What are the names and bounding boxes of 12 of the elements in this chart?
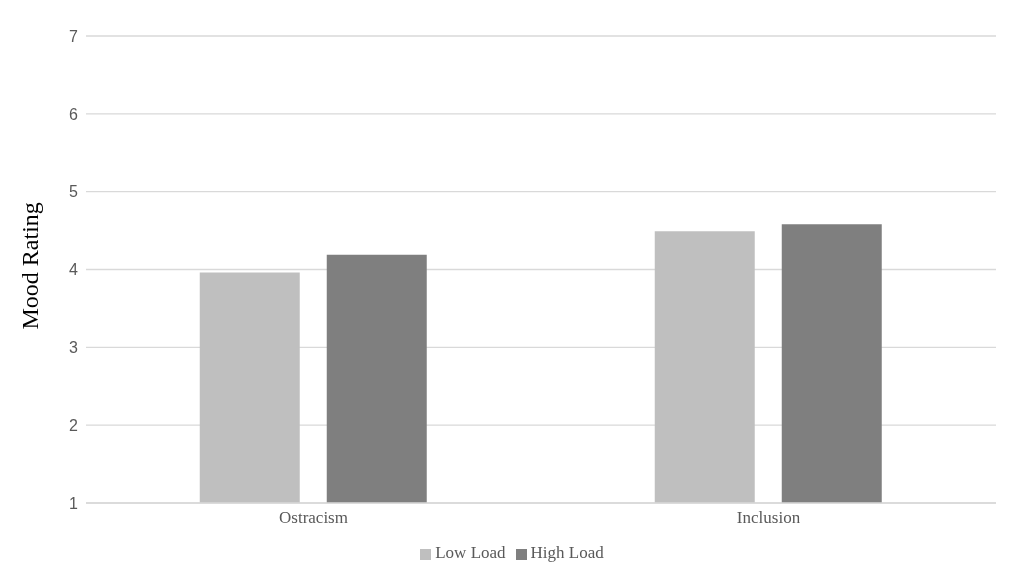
x-tick-label: Inclusion <box>736 508 801 528</box>
y-tick-label: 2 <box>69 416 79 434</box>
x-tick-label: Ostracism <box>279 508 348 528</box>
y-tick-label: 5 <box>69 183 79 201</box>
y-tick-label: 7 <box>69 27 79 45</box>
y-tick-label: 3 <box>69 339 79 357</box>
y-tick-label: 1 <box>69 494 79 512</box>
y-axis-title: Mood Rating <box>16 202 43 330</box>
y-tick-label: 4 <box>69 261 79 279</box>
legend-label: Low Load <box>435 543 506 562</box>
legend-label: High Load <box>530 543 604 562</box>
y-tick-label: 6 <box>69 105 79 123</box>
